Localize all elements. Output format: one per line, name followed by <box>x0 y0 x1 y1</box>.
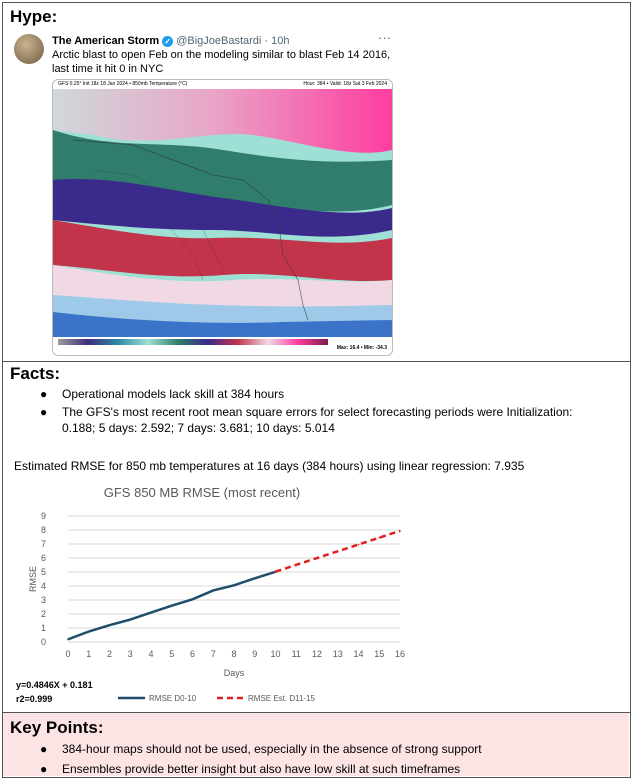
section-divider <box>2 361 630 362</box>
x-tick-label: 1 <box>86 649 91 659</box>
series-point <box>212 589 215 592</box>
x-axis-ticks: 0 1 2 3 4 5 6 7 8 9 10 11 12 13 14 15 16 <box>65 649 405 659</box>
x-tick-label: 11 <box>292 649 301 659</box>
x-tick-label: 4 <box>148 649 153 659</box>
series-point <box>295 564 298 566</box>
y-tick-label: 5 <box>41 567 46 577</box>
chart-legend: RMSE D0-10 RMSE Est. D11-15 <box>118 694 316 703</box>
y-tick-label: 8 <box>41 525 46 535</box>
y-tick-label: 2 <box>41 609 46 619</box>
map-header: GFS 0.25° Init 18z 18 Jan 2024 • 850mb T… <box>53 80 392 89</box>
map-colorbar: Max: 16.4 • Min: -34.3 <box>53 337 392 355</box>
chart-series <box>67 529 401 641</box>
y-axis-ticks: 0 1 2 3 4 5 6 7 8 9 <box>41 511 46 647</box>
x-tick-label: 7 <box>211 649 216 659</box>
fact-text: The GFS's most recent root mean square e… <box>62 405 573 435</box>
series-point <box>150 611 152 614</box>
key-points-list: ● 384-hour maps should not be used, espec… <box>40 740 620 780</box>
color-scale-bar <box>58 339 328 345</box>
list-item: ● Operational models lack skill at 384 ho… <box>40 386 600 402</box>
y-tick-label: 3 <box>41 595 46 605</box>
facts-list: ● Operational models lack skill at 384 ho… <box>40 386 600 438</box>
key-points-panel <box>3 713 629 776</box>
tweet-handle-time[interactable]: @BigJoeBastardi · 10h <box>176 35 290 47</box>
list-item: ● The GFS's most recent root mean square … <box>40 404 600 436</box>
key-point-text: 384-hour maps should not be used, especi… <box>62 742 482 756</box>
y-tick-label: 4 <box>41 581 46 591</box>
x-axis-label: Days <box>224 668 245 678</box>
verified-badge-icon: ✓ <box>162 35 174 47</box>
bullet-icon: ● <box>40 405 48 419</box>
x-tick-label: 15 <box>374 649 384 659</box>
key-points-heading: Key Points: <box>10 718 104 737</box>
section-divider <box>2 712 630 713</box>
x-tick-label: 10 <box>270 649 280 659</box>
series-point <box>170 604 173 607</box>
map-max-min: Max: 16.4 • Min: -34.3 <box>336 345 387 351</box>
series-point <box>274 570 277 573</box>
x-tick-label: 5 <box>169 649 174 659</box>
series-point <box>108 624 111 626</box>
list-item: ● Ensembles provide better insight but al… <box>40 760 620 778</box>
series-point <box>87 630 90 633</box>
series-point <box>357 543 360 546</box>
series-point <box>378 536 381 539</box>
series-point <box>191 598 194 601</box>
bullet-icon: ● <box>40 387 48 401</box>
legend-label: RMSE Est. D11-15 <box>248 694 316 703</box>
y-tick-label: 1 <box>41 623 46 633</box>
y-tick-label: 6 <box>41 553 46 563</box>
bullet-icon: ● <box>40 742 48 756</box>
hype-heading: Hype: <box>10 7 58 26</box>
bullet-icon: ● <box>40 762 48 776</box>
forecast-map-image[interactable]: GFS 0.25° Init 18z 18 Jan 2024 • 850mb T… <box>52 79 393 356</box>
regression-equation: y=0.4846X + 0.181 <box>16 680 93 690</box>
x-tick-label: 8 <box>231 649 236 659</box>
legend-label: RMSE D0-10 <box>149 694 197 703</box>
map-title: GFS 0.25° Init 18z 18 Jan 2024 • 850mb T… <box>58 81 188 87</box>
facts-heading: Facts: <box>10 364 61 383</box>
key-point-text: Ensembles provide better insight but als… <box>62 762 461 776</box>
x-tick-label: 9 <box>252 649 257 659</box>
series-point <box>129 618 132 621</box>
list-item: ● 384-hour maps should not be used, espec… <box>40 740 620 758</box>
more-options-icon[interactable]: ··· <box>378 30 391 45</box>
y-tick-label: 7 <box>41 539 46 549</box>
regression-r2: r2=0.999 <box>16 694 53 704</box>
x-tick-label: 0 <box>65 649 70 659</box>
tweet-author[interactable]: The American Storm ✓ @BigJoeBastardi · 10h <box>52 35 289 47</box>
x-tick-label: 3 <box>128 649 133 659</box>
series-point <box>316 557 318 559</box>
chart-title: GFS 850 MB RMSE (most recent) <box>104 485 301 500</box>
rmse-line-chart: GFS 850 MB RMSE (most recent) 0123456789… <box>28 485 405 703</box>
x-tick-label: 6 <box>190 649 195 659</box>
map-valid-time: Hour: 384 • Valid: 18z Sat 3 Feb 2024 <box>303 81 387 87</box>
forecast-map-graphic <box>53 89 392 349</box>
series-point <box>67 638 69 641</box>
series-point <box>336 550 339 553</box>
x-tick-label: 2 <box>107 649 112 659</box>
series-point <box>399 530 401 532</box>
y-tick-label: 0 <box>41 637 46 647</box>
tweet-author-name[interactable]: The American Storm <box>52 35 160 47</box>
y-axis-label: RMSE <box>28 566 38 592</box>
rmse-estimate-note: Estimated RMSE for 850 mb temperatures a… <box>14 459 525 473</box>
series-point <box>233 584 235 587</box>
avatar[interactable] <box>14 34 44 64</box>
series-point <box>253 577 256 580</box>
x-tick-label: 13 <box>333 649 343 659</box>
x-tick-label: 14 <box>353 649 363 659</box>
fact-text: Operational models lack skill at 384 hou… <box>62 387 285 401</box>
x-tick-label: 16 <box>395 649 405 659</box>
y-tick-label: 9 <box>41 511 46 521</box>
tweet-text: Arctic blast to open Feb on the modeling… <box>52 49 391 75</box>
x-tick-label: 12 <box>312 649 322 659</box>
chart-grid <box>68 515 400 643</box>
